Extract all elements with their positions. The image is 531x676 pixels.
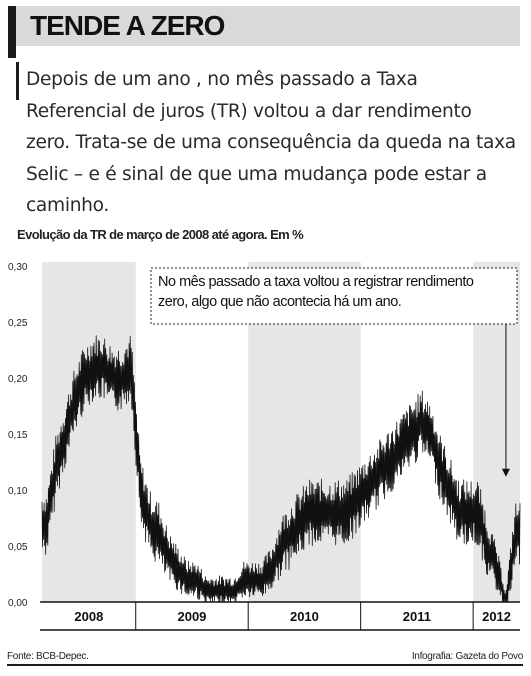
year-label-2010: 2010: [290, 609, 319, 624]
year-label-2008: 2008: [74, 609, 103, 624]
y-tick-label: 0,25: [8, 318, 28, 329]
annotation-text-line: zero, algo que não acontecia há um ano.: [158, 294, 401, 310]
headline-band: [16, 6, 520, 46]
deck-accent-rule: [16, 62, 19, 100]
x-axis: 2008 2009 2010 2011 2012: [40, 601, 520, 631]
y-tick-label: 0,30: [8, 262, 28, 273]
source-note: Fonte: BCB-Depec.: [7, 651, 89, 662]
year-label-2011: 2011: [403, 609, 431, 624]
y-tick-label: 0,20: [8, 374, 28, 385]
annotation: No mês passado a taxa voltou a registrar…: [150, 267, 518, 477]
y-axis: 0,30 0,25 0,20 0,15 0,10 0,05 0,00: [8, 262, 28, 609]
tr-line-chart: 0,30 0,25 0,20 0,15 0,10 0,05 0,00 2008 2009 201…: [8, 262, 521, 631]
series-line-tr: [41, 335, 521, 603]
annotation-box: [150, 267, 518, 325]
headline-block: TENDE A ZERO: [8, 6, 520, 58]
chart-subtitle: Evolução da TR de março de 2008 até agor…: [17, 227, 304, 242]
annotation-arrowhead: [501, 468, 510, 477]
year-label-2012: 2012: [482, 609, 511, 624]
headline-accent-bar: [8, 6, 16, 58]
annotation-text-line: No mês passado a taxa voltou a registrar…: [158, 274, 474, 290]
y-tick-label: 0,05: [8, 542, 28, 553]
y-tick-label: 0,00: [8, 598, 28, 609]
y-tick-label: 0,10: [8, 486, 28, 497]
year-band-2008: [42, 262, 136, 602]
bottom-rule: [7, 664, 523, 666]
year-label-2009: 2009: [177, 609, 206, 624]
y-tick-label: 0,15: [8, 430, 28, 441]
headline: TENDE A ZERO: [30, 10, 225, 41]
series-layer: [41, 335, 521, 603]
deck-text: Depois de um ano , no mês passado a Taxa…: [26, 69, 516, 216]
credit-note: Infografia: Gazeta do Povo: [411, 651, 523, 662]
